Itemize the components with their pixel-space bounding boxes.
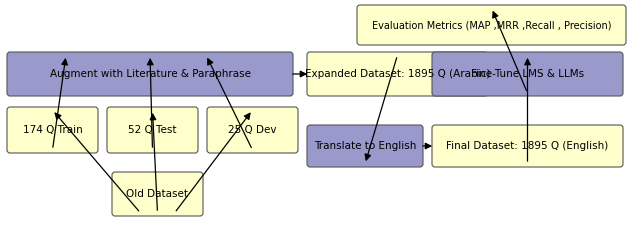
FancyBboxPatch shape [107,107,198,153]
Text: 25 Q Dev: 25 Q Dev [228,125,276,135]
Text: Expanded Dataset: 1895 Q (Arabic): Expanded Dataset: 1895 Q (Arabic) [305,69,490,79]
FancyBboxPatch shape [357,5,626,45]
Text: 52 Q Test: 52 Q Test [128,125,177,135]
FancyBboxPatch shape [207,107,298,153]
FancyBboxPatch shape [7,52,293,96]
FancyBboxPatch shape [432,52,623,96]
FancyBboxPatch shape [112,172,203,216]
Text: Augment with Literature & Paraphrase: Augment with Literature & Paraphrase [49,69,250,79]
Text: 174 Q Train: 174 Q Train [22,125,83,135]
Text: Fine-Tune LMS & LLMs: Fine-Tune LMS & LLMs [471,69,584,79]
Text: Evaluation Metrics (MAP ,MRR ,Recall , Precision): Evaluation Metrics (MAP ,MRR ,Recall , P… [372,20,611,30]
FancyBboxPatch shape [307,125,423,167]
FancyBboxPatch shape [432,125,623,167]
Text: Translate to English: Translate to English [314,141,416,151]
FancyBboxPatch shape [7,107,98,153]
Text: Old Dataset: Old Dataset [127,189,189,199]
Text: Final Dataset: 1895 Q (English): Final Dataset: 1895 Q (English) [446,141,609,151]
FancyBboxPatch shape [307,52,488,96]
